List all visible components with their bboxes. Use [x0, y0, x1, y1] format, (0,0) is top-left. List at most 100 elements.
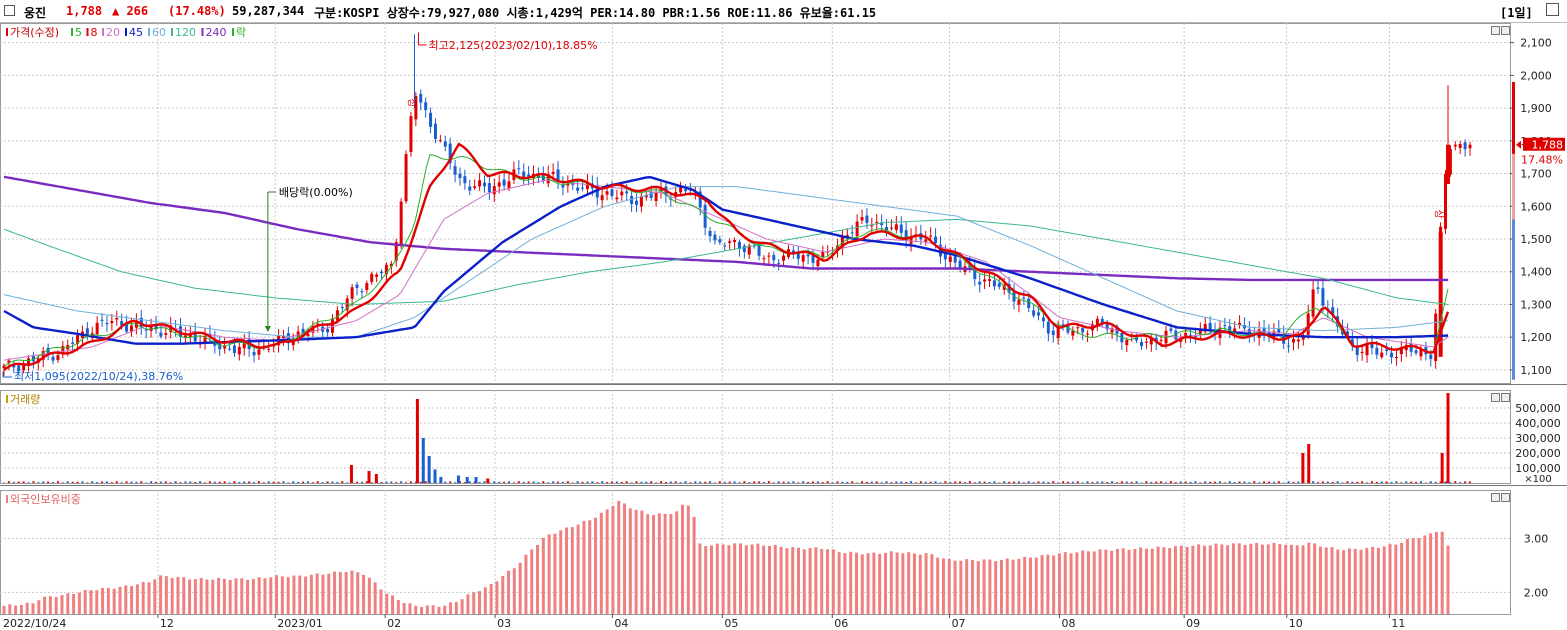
- dividend-label: 배당락(0.00%): [279, 186, 353, 199]
- legend-item: 45: [129, 26, 143, 39]
- price-candle: [316, 323, 320, 325]
- legend-swatch: [86, 28, 89, 36]
- price-candle: [639, 196, 643, 207]
- volume-bar: [316, 481, 319, 483]
- foreign-ratio-bar: [924, 553, 928, 614]
- price-candle: [1463, 142, 1467, 150]
- foreign-ratio-bar: [2, 605, 6, 614]
- price-candle: [983, 279, 987, 282]
- price-candle: [487, 183, 491, 193]
- foreign-ratio-bar: [1295, 545, 1299, 614]
- price-candle: [1193, 335, 1197, 337]
- volume-bar: [1267, 481, 1270, 483]
- volume-bar: [929, 481, 932, 483]
- price-candle: [659, 188, 663, 192]
- foreign-ratio-bar: [83, 589, 87, 614]
- volume-bar: [194, 481, 197, 483]
- select-checkbox[interactable]: [4, 5, 15, 16]
- foreign-ratio-bar: [530, 549, 534, 614]
- volume-bar: [978, 481, 981, 483]
- foreign-ratio-bar: [1017, 558, 1021, 614]
- volume-bar: [1032, 482, 1035, 483]
- foreign-ratio-bar: [1400, 542, 1404, 614]
- volume-bar: [610, 481, 613, 483]
- foreign-ratio-bar: [849, 551, 853, 614]
- price-candle: [443, 141, 447, 147]
- foreign-ratio-bar: [251, 578, 255, 614]
- volume-bar: [1370, 481, 1373, 483]
- price-candle: [1287, 345, 1291, 347]
- volume-bar: [615, 481, 618, 483]
- foreign-ratio-bar: [756, 543, 760, 614]
- price-candle: [644, 195, 648, 198]
- volume-bar: [1331, 481, 1334, 483]
- foreign-ratio-bar: [101, 587, 105, 614]
- current-price: 1,788: [66, 4, 103, 18]
- volume-bar: [1199, 482, 1202, 483]
- foreign-ratio-bar: [831, 549, 835, 614]
- volume-bar: [306, 481, 309, 483]
- volume-bar: [1233, 481, 1236, 483]
- foreign-ratio-bar: [54, 596, 58, 614]
- volume-bar-spike: [421, 438, 425, 483]
- volume-bar: [228, 482, 231, 483]
- foreign-ratio-bar: [930, 554, 934, 614]
- price-candle: [414, 96, 418, 120]
- foreign-ratio-bar: [1388, 544, 1392, 614]
- volume-bar: [861, 481, 864, 483]
- price-candle: [1321, 288, 1325, 306]
- volume-title: 거래량: [10, 393, 40, 406]
- price-candle: [860, 217, 864, 221]
- volume-bar: [1356, 481, 1359, 483]
- x-tick-label: 04: [614, 617, 628, 630]
- foreign-ratio-bar: [1243, 544, 1247, 614]
- foreign-ratio-bar: [1260, 544, 1264, 614]
- foreign-ratio-bar: [1179, 545, 1183, 614]
- price-candle: [478, 180, 482, 187]
- price-candle: [929, 235, 933, 237]
- price-candle: [1066, 324, 1070, 333]
- volume-bar: [1464, 481, 1467, 483]
- foreign-ratio-bar: [1127, 549, 1131, 614]
- price-candle: [188, 334, 192, 338]
- price-candle: [620, 191, 624, 196]
- foreign-ratio-bar: [1081, 550, 1085, 614]
- volume-bar: [870, 481, 873, 483]
- volume-bar: [96, 481, 99, 483]
- volume-bar: [777, 481, 780, 483]
- stock-name[interactable]: 웅진: [24, 6, 47, 20]
- legend-swatch: [201, 28, 204, 36]
- volume-bar: [914, 482, 917, 483]
- volume-bar-spike: [465, 477, 469, 483]
- price-candle: [345, 298, 349, 311]
- y-tick-label: 2,100: [1520, 37, 1552, 50]
- foreign-ratio-bar: [1005, 558, 1009, 614]
- volume-bar: [454, 482, 457, 483]
- volume-bar: [414, 481, 417, 483]
- price-candle: [733, 240, 737, 243]
- volume-bar: [1400, 482, 1403, 483]
- foreign-ratio-bar: [1202, 545, 1206, 614]
- foreign-ratio-bar: [95, 590, 99, 614]
- foreign-ratio-bar: [292, 575, 296, 614]
- volume-bar: [1346, 481, 1349, 483]
- volume-bar: [660, 481, 663, 483]
- y-tick-label: 1,700: [1520, 168, 1552, 181]
- x-tick-label: 03: [497, 617, 511, 630]
- window-close-icon[interactable]: [1546, 3, 1559, 16]
- foreign-ratio-bar: [280, 576, 284, 614]
- price-candle: [502, 179, 506, 186]
- price-change-pct: (17.48%): [168, 4, 226, 18]
- volume-bar: [1297, 481, 1300, 483]
- volume-bar: [262, 482, 265, 483]
- foreign-ratio-bar: [762, 545, 766, 614]
- period-selector[interactable]: [1일]: [1500, 6, 1533, 20]
- foreign-ratio-bar: [106, 587, 110, 614]
- volume-bar: [277, 481, 280, 483]
- foreign-ratio-bar: [1249, 543, 1253, 614]
- volume-bar: [449, 481, 452, 483]
- volume-bar: [213, 481, 216, 483]
- price-candle: [433, 123, 437, 139]
- volume-bar-spike: [474, 477, 478, 483]
- price-candle: [880, 222, 884, 225]
